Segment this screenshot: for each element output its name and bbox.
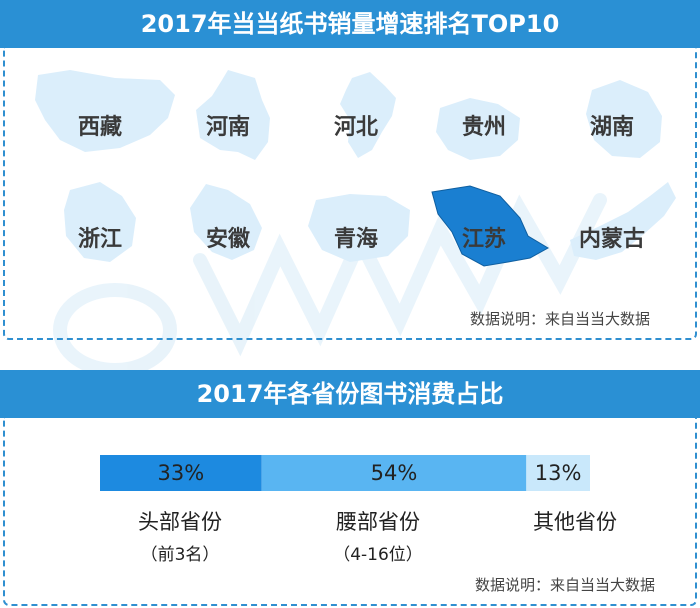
province-shape-hebei <box>340 72 396 158</box>
share-title-banner: 2017年各省份图书消费占比 <box>0 370 700 418</box>
province-label: 河北 <box>334 115 378 140</box>
province-shape-jiangsu <box>431 185 549 267</box>
province-label: 安徽 <box>206 226 251 252</box>
province-shape-henan <box>196 70 270 160</box>
top10-panel <box>3 46 697 340</box>
top10-title: 2017年当当纸书销量增速排名TOP10 <box>140 10 560 38</box>
province-shape-guizhou <box>436 98 520 160</box>
bar-value-label: 13% <box>535 461 582 485</box>
share-panel <box>3 416 697 606</box>
province-shape-hunan <box>586 80 662 158</box>
province-shape-zhejiang <box>64 182 136 262</box>
bar-segment <box>526 455 590 491</box>
bar-segment <box>100 455 262 491</box>
category-label-other: 其他省份 <box>495 506 655 540</box>
category-sublabel: （前3名） <box>140 545 220 565</box>
province-shape-anhui <box>190 184 262 260</box>
bar-value-label: 33% <box>158 461 205 485</box>
category-label-head: 头部省份 （前3名） <box>100 506 260 565</box>
province-label: 贵州 <box>462 115 506 140</box>
bar-value-label: 54% <box>371 461 418 485</box>
category-name: 其他省份 <box>533 510 617 534</box>
province-label: 浙江 <box>78 227 122 252</box>
share-data-note: 数据说明：来自当当大数据 <box>474 576 655 594</box>
province-label: 江苏 <box>462 226 506 252</box>
category-name: 头部省份 <box>138 510 222 534</box>
province-shape-xizang <box>35 70 175 152</box>
bar-segment <box>261 455 527 491</box>
category-sublabel: （4-16位） <box>333 545 423 565</box>
province-label: 内蒙古 <box>579 226 645 252</box>
province-shape-qinghai <box>308 194 410 262</box>
top10-data-note: 数据说明：来自当当大数据 <box>469 310 650 328</box>
top10-title-banner: 2017年当当纸书销量增速排名TOP10 <box>0 0 700 48</box>
category-label-waist: 腰部省份 （4-16位） <box>298 506 458 565</box>
province-label: 湖南 <box>590 115 634 140</box>
share-title: 2017年各省份图书消费占比 <box>196 380 504 408</box>
province-label: 河南 <box>206 115 250 140</box>
share-bar: 33% 54% 13% <box>100 455 590 491</box>
category-name: 腰部省份 <box>336 510 420 534</box>
province-label: 西藏 <box>78 115 122 140</box>
province-shape-neimenggu <box>570 182 676 260</box>
province-label: 青海 <box>334 226 378 252</box>
